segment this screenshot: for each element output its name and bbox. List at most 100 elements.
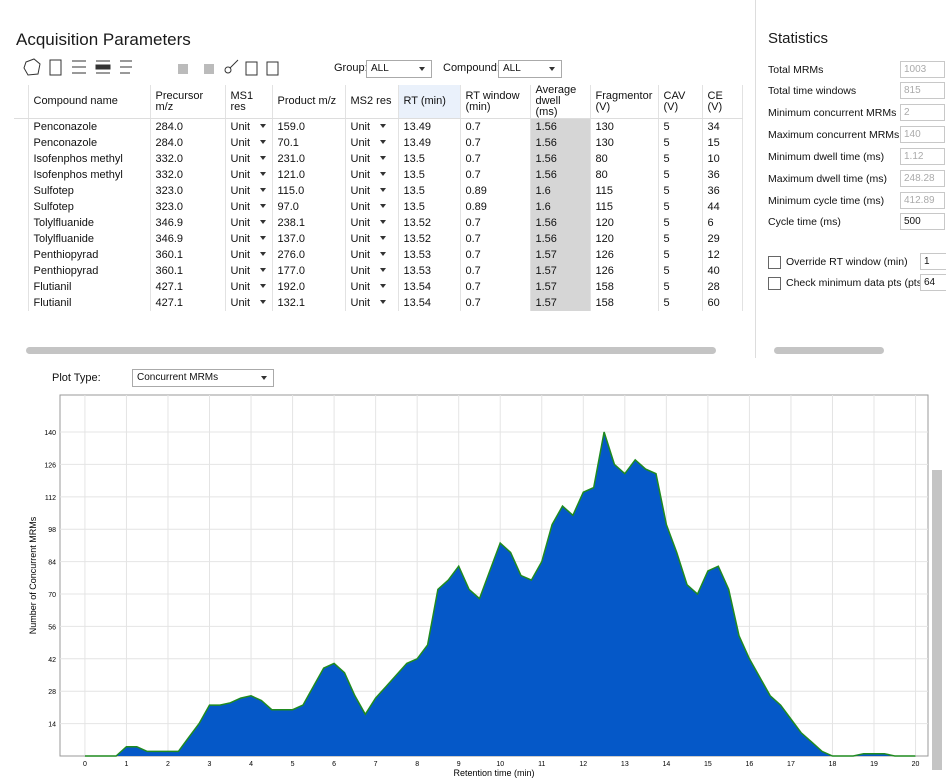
- x-tick-label: 15: [704, 761, 712, 768]
- table-cell: 1.57: [530, 279, 591, 295]
- column-header[interactable]: MS2 res: [345, 85, 399, 119]
- table-cell: 1.6: [530, 183, 591, 199]
- stat-value: 815: [900, 82, 945, 99]
- table-cell: 5: [658, 231, 703, 247]
- table-cell: Unit: [225, 215, 273, 231]
- row-handle: [14, 279, 29, 295]
- column-header[interactable]: Precursor m/z: [150, 85, 226, 119]
- column-header[interactable]: RT (min): [398, 85, 461, 119]
- table-row[interactable]: Penconazole 284.0 Unit 159.0 Unit 13.49 0.7 1.5…: [14, 118, 743, 135]
- stat-label: Maximum dwell time (ms): [768, 173, 888, 185]
- table-row[interactable]: Flutianil 427.1 Unit 192.0 Unit 13.54 0.7 1.57 1…: [14, 279, 743, 295]
- option-value[interactable]: 1: [920, 253, 946, 270]
- table-cell: Unit: [345, 247, 399, 263]
- row-handle: [14, 151, 29, 167]
- table-cell: 13.52: [398, 215, 461, 231]
- table-cell: Unit: [225, 151, 273, 167]
- stat-value: 140: [900, 126, 945, 143]
- table-cell: 6: [702, 215, 743, 231]
- table-cell: 10: [702, 151, 743, 167]
- column-header[interactable]: MS1 res: [225, 85, 273, 119]
- option-value[interactable]: 64: [920, 274, 946, 291]
- group-select[interactable]: ALL: [366, 60, 432, 78]
- table-cell: 159.0: [272, 118, 346, 135]
- row-handle: [14, 183, 29, 199]
- table-cell: Unit: [345, 151, 399, 167]
- column-header[interactable]: CE (V): [702, 85, 743, 119]
- y-axis-label: Number of Concurrent MRMs: [28, 516, 38, 634]
- table-cell: 12: [702, 247, 743, 263]
- column-header[interactable]: RT window (min): [460, 85, 531, 119]
- row-handle: [14, 167, 29, 183]
- table-row[interactable]: Sulfotep 323.0 Unit 97.0 Unit 13.5 0.89 1.6 115 5…: [14, 199, 743, 215]
- x-tick-label: 0: [83, 761, 87, 768]
- compound-select[interactable]: ALL: [498, 60, 562, 78]
- table-cell: Unit: [345, 199, 399, 215]
- table-cell: 13.5: [398, 199, 461, 215]
- v-scrollbar[interactable]: [744, 88, 756, 338]
- plot-type-select[interactable]: Concurrent MRMs: [132, 369, 274, 387]
- table-row[interactable]: Penthiopyrad 360.1 Unit 276.0 Unit 13.53 0.7 1.…: [14, 247, 743, 263]
- stat-label: Total MRMs: [768, 64, 824, 76]
- table-cell: Penthiopyrad: [28, 263, 151, 279]
- column-header[interactable]: Fragmentor (V): [590, 85, 659, 119]
- y-tick-label: 140: [44, 430, 56, 437]
- table-row[interactable]: Isofenphos methyl 332.0 Unit 231.0 Unit 13.5 0…: [14, 151, 743, 167]
- h-scrollbar[interactable]: [26, 347, 716, 354]
- area-edge: [84, 431, 916, 757]
- table-cell: 0.7: [460, 279, 531, 295]
- table-cell: 0.7: [460, 295, 531, 311]
- y-tick-label: 98: [48, 527, 56, 534]
- table-cell: 13.53: [398, 247, 461, 263]
- checkbox[interactable]: [768, 256, 781, 269]
- table-cell: Unit: [345, 167, 399, 183]
- table-row[interactable]: Tolylfluanide 346.9 Unit 238.1 Unit 13.52 0.7 1…: [14, 215, 743, 231]
- column-header[interactable]: Product m/z: [272, 85, 346, 119]
- table-cell: 120: [590, 231, 659, 247]
- x-tick-label: 18: [829, 761, 837, 768]
- chart-scrollbar[interactable]: [932, 470, 942, 770]
- table-cell: 121.0: [272, 167, 346, 183]
- table-cell: 1.56: [530, 135, 591, 151]
- stat-label: Cycle time (ms): [768, 216, 841, 228]
- row-handle: [14, 199, 29, 215]
- table-row[interactable]: Sulfotep 323.0 Unit 115.0 Unit 13.5 0.89 1.6 115…: [14, 183, 743, 199]
- table-row[interactable]: Flutianil 427.1 Unit 132.1 Unit 13.54 0.7 1.57 1…: [14, 295, 743, 311]
- table-row[interactable]: Tolylfluanide 346.9 Unit 137.0 Unit 13.52 0.7 1…: [14, 231, 743, 247]
- row-handle: [14, 215, 29, 231]
- stat-value: 500: [900, 213, 945, 230]
- x-tick-label: 2: [166, 761, 170, 768]
- plot-type-label: Plot Type:: [52, 372, 101, 384]
- table-row[interactable]: Penconazole 284.0 Unit 70.1 Unit 13.49 0.7 1.56…: [14, 135, 743, 151]
- table-cell: 115: [590, 183, 659, 199]
- column-header[interactable]: Average dwell (ms): [530, 85, 591, 119]
- column-header[interactable]: Compound name: [28, 85, 151, 119]
- checkbox[interactable]: [768, 277, 781, 290]
- table-cell: 80: [590, 151, 659, 167]
- table-cell: 80: [590, 167, 659, 183]
- table-cell: 120: [590, 215, 659, 231]
- x-tick-label: 9: [457, 761, 461, 768]
- table-cell: 332.0: [150, 151, 226, 167]
- table-row[interactable]: Penthiopyrad 360.1 Unit 177.0 Unit 13.53 0.7 1.…: [14, 263, 743, 279]
- y-tick-label: 56: [48, 624, 56, 631]
- stats-scrollbar[interactable]: [774, 347, 884, 354]
- x-tick-label: 12: [579, 761, 587, 768]
- table-cell: 115.0: [272, 183, 346, 199]
- table-cell: 1.56: [530, 118, 591, 135]
- column-header[interactable]: CAV (V): [658, 85, 703, 119]
- table-cell: 13.54: [398, 295, 461, 311]
- stat-value: 1003: [900, 61, 945, 78]
- x-tick-label: 14: [662, 761, 670, 768]
- table-cell: Unit: [225, 295, 273, 311]
- header-row: Compound name Precursor m/z MS1 res Product…: [14, 85, 743, 119]
- row-handle: [14, 263, 29, 279]
- table-cell: 5: [658, 151, 703, 167]
- table-cell: 0.7: [460, 118, 531, 135]
- table-cell: 5: [658, 215, 703, 231]
- table-row[interactable]: Isofenphos methyl 332.0 Unit 121.0 Unit 13.5 0…: [14, 167, 743, 183]
- area: [84, 432, 916, 756]
- y-tick-label: 28: [48, 689, 56, 696]
- x-tick-label: 13: [621, 761, 629, 768]
